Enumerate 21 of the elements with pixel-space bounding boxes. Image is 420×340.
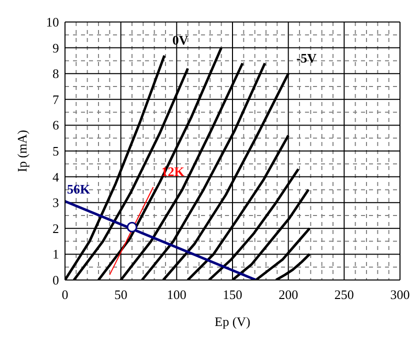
x-tick-label: 250: [334, 287, 354, 302]
y-tick-label: 9: [52, 40, 59, 56]
y-tick-label: 8: [52, 66, 59, 82]
y-tick-label: 2: [52, 220, 59, 236]
y-axis-title: Ip (mA): [14, 130, 30, 172]
x-tick-label: 150: [222, 287, 242, 302]
x-tick-label: 100: [166, 287, 186, 302]
y-tick-label: 7: [52, 92, 60, 107]
y-tick-label: 4: [52, 169, 60, 184]
x-axis-title: Ep (V): [214, 314, 250, 329]
x-tick-label: 300: [390, 287, 410, 302]
series-label: 56K: [67, 181, 91, 196]
x-tick-label: 50: [114, 287, 128, 302]
y-tick-label: 0: [52, 272, 59, 288]
y-tick-label: 5: [52, 144, 59, 158]
y-tick-label: 1: [52, 246, 59, 262]
y-tick-label: 3: [52, 195, 59, 210]
series-label: -5V: [296, 50, 318, 66]
y-tick-label: 6: [52, 118, 60, 133]
x-tick-label: 200: [278, 287, 298, 302]
y-tick-label: 10: [46, 14, 59, 30]
